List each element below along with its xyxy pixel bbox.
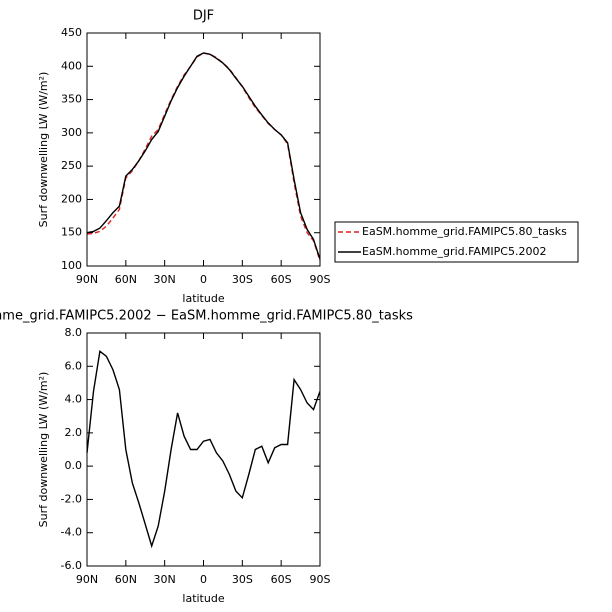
x-tick-label: 0 (200, 573, 207, 586)
x-tick-label: 90N (76, 573, 98, 586)
plot-frame (86, 332, 321, 567)
x-tick-label: 60S (271, 273, 292, 286)
y-axis-label: Surf downwelling LW (W/m²) (37, 72, 50, 228)
y-tick-label: 350 (61, 93, 82, 106)
legend-label: EaSM.homme_grid.FAMIPC5.80_tasks (362, 225, 567, 238)
x-tick-label: 60N (115, 573, 137, 586)
x-tick-label: 30S (232, 273, 253, 286)
x-tick-label: 60S (271, 573, 292, 586)
y-tick-label: 4.0 (65, 393, 83, 406)
y-tick-label: 0.0 (65, 459, 83, 472)
data-line (86, 52, 321, 261)
x-tick-label: 90N (76, 273, 98, 286)
y-axis-label: Surf downwelling LW (W/m²) (37, 372, 50, 528)
x-tick-label: 30N (154, 273, 176, 286)
x-tick-label: 30N (154, 573, 176, 586)
x-tick-label: 90S (310, 273, 331, 286)
legend-label: EaSM.homme_grid.FAMIPC5.2002 (362, 245, 546, 258)
y-tick-label: 300 (61, 126, 82, 139)
x-axis-label: latitude (182, 592, 224, 605)
y-tick-label: 450 (61, 26, 82, 39)
y-tick-label: 150 (61, 226, 82, 239)
y-tick-label: 250 (61, 159, 82, 172)
x-tick-label: 60N (115, 273, 137, 286)
y-tick-label: 8.0 (65, 326, 83, 339)
y-tick-label: 200 (61, 192, 82, 205)
data-line (86, 52, 321, 260)
x-tick-label: 30S (232, 573, 253, 586)
y-tick-label: 6.0 (65, 359, 83, 372)
y-tick-label: -2.0 (61, 492, 82, 505)
y-tick-label: 2.0 (65, 426, 83, 439)
x-axis-label: latitude (182, 292, 224, 305)
y-tick-label: 400 (61, 59, 82, 72)
y-tick-label: 100 (61, 259, 82, 272)
plot-frame (86, 32, 321, 267)
chart-title: DJF (193, 9, 214, 24)
data-line (86, 350, 321, 549)
x-tick-label: 90S (310, 573, 331, 586)
y-tick-label: -4.0 (61, 526, 82, 539)
y-tick-label: -6.0 (61, 559, 82, 572)
legend-box (334, 221, 579, 263)
chart-title: hme_grid.FAMIPC5.2002 − EaSM.homme_grid.… (0, 309, 413, 324)
x-tick-label: 0 (200, 273, 207, 286)
